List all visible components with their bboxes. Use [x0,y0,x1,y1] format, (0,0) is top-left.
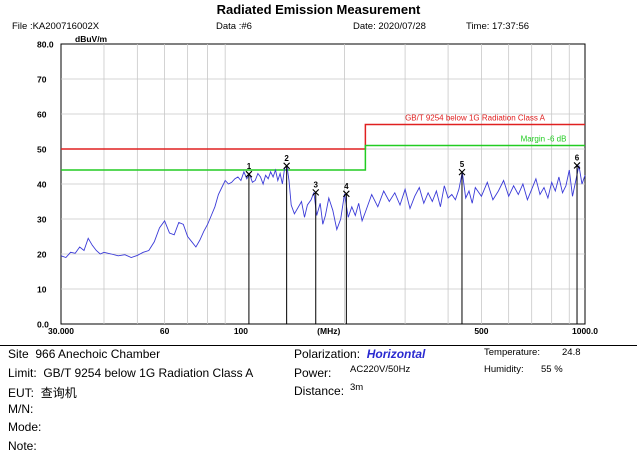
marker-label: 5 [460,160,465,169]
time-label: Time: 17:37:56 [466,21,530,32]
power-value: AC220V/50Hz [350,364,411,375]
limit-line-label: GB/T 9254 below 1G Radiation Class A [405,114,546,123]
y-tick-label: 0.0 [37,320,49,330]
marker-label: 2 [284,154,289,163]
marker-label: 4 [344,182,349,191]
data-label: Data :#6 [216,21,252,32]
chart-title: Radiated Emission Measurement [216,2,421,17]
marker-label: 6 [575,153,580,162]
polarization-value: Horizontal [366,347,426,361]
file-label: File :KA200716002X [12,21,100,32]
x-tick-label: 30.000 [48,326,74,336]
y-unit-label: dBuV/m [75,34,108,44]
y-tick-label: 50 [37,145,47,155]
x-tick-label: 60 [160,326,170,336]
polarization-label: Polarization: [294,347,361,361]
y-tick-label: 20 [37,250,47,260]
site-label: Site [8,347,29,361]
y-tick-label: 60 [37,110,47,120]
site-value: 966 Anechoic Chamber [35,347,161,361]
marker-point [573,162,581,169]
y-tick-label: 30 [37,215,47,225]
mn-label: M/N: [8,402,34,416]
emission-chart: 0.0 10 20 30 40 50 60 70 80.0 30.000 60 100 500 1000.… [37,34,598,336]
x-tick-label: 100 [234,326,248,336]
info-divider [0,345,637,346]
limit-line [61,123,585,150]
temperature-label: Temperature: [484,347,540,358]
temperature-value: 24.8 [562,347,581,358]
y-tick-label: 40 [37,180,47,190]
limit-value: GB/T 9254 below 1G Radiation Class A [43,366,254,380]
limit-label: Limit: [8,366,37,380]
eut-label: EUT: [8,386,35,400]
marker-point [245,170,253,178]
humidity-value: 55 % [541,364,563,375]
emission-trace [60,164,586,259]
marker-label: 1 [247,162,252,171]
margin-line [61,144,585,171]
power-label: Power: [294,366,332,380]
polarization-row: Polarization: Horizontal [294,347,425,361]
site-row: Site 966 Anechoic Chamber [8,347,160,361]
marker-point [458,168,466,176]
y-tick-label: 70 [37,75,47,85]
date-label: Date: 2020/07/28 [353,21,426,32]
distance-value: 3m [350,382,364,393]
limit-row: Limit: GB/T 9254 below 1G Radiation Clas… [8,366,253,380]
marker-point [312,189,320,196]
x-unit-label: (MHz) [317,326,340,336]
marker-label: 3 [314,180,319,189]
humidity-label: Humidity: [484,364,524,375]
x-tick-label: 500 [474,326,488,336]
marker-point [342,190,350,198]
x-tick-label: 1000.0 [572,326,598,336]
distance-label: Distance: [294,384,345,398]
marker-point [283,162,291,170]
margin-line-label: Margin -6 dB [521,135,567,144]
eut-value: 查询机 [40,386,77,400]
mode-label: Mode: [8,420,42,434]
y-tick-label: 10 [37,285,47,295]
eut-row: EUT: 查询机 [8,384,77,401]
y-tick-label: 80.0 [37,40,54,50]
note-label: Note: [8,439,37,453]
